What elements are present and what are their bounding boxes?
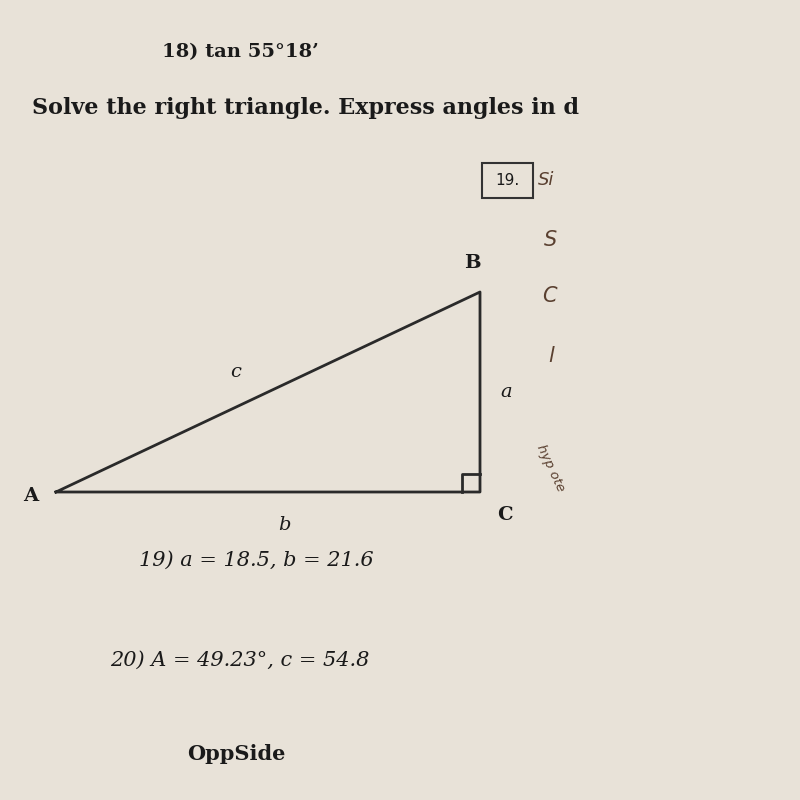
Text: 19) a = 18.5, b = 21.6: 19) a = 18.5, b = 21.6 bbox=[138, 550, 374, 570]
Text: 18) tan 55°18’: 18) tan 55°18’ bbox=[162, 43, 318, 61]
Text: 20) A = 49.23°, c = 54.8: 20) A = 49.23°, c = 54.8 bbox=[110, 650, 370, 670]
Text: 19.: 19. bbox=[495, 174, 519, 188]
Text: A: A bbox=[23, 487, 38, 505]
Text: C: C bbox=[542, 286, 557, 306]
Text: Solve the right triangle. Express angles in d: Solve the right triangle. Express angles… bbox=[32, 97, 579, 119]
Text: hyp ote: hyp ote bbox=[534, 442, 567, 494]
Text: C: C bbox=[498, 506, 514, 525]
Text: Si: Si bbox=[538, 171, 554, 189]
Text: l: l bbox=[548, 346, 554, 366]
Text: b: b bbox=[278, 516, 290, 534]
Text: B: B bbox=[464, 254, 480, 272]
Text: OppSide: OppSide bbox=[187, 744, 285, 763]
Text: a: a bbox=[500, 383, 512, 401]
Text: c: c bbox=[230, 363, 242, 381]
FancyBboxPatch shape bbox=[482, 163, 533, 198]
Text: S: S bbox=[544, 230, 558, 250]
